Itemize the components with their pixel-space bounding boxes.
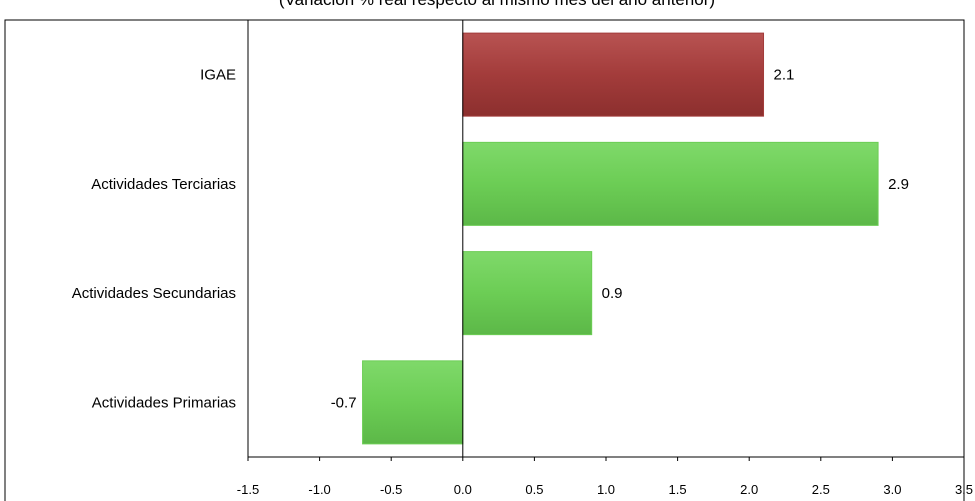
data-label: 2.9	[888, 176, 909, 193]
x-tick-label: 1.5	[669, 482, 687, 497]
x-tick-label: -1.0	[308, 482, 330, 497]
x-tick-label: 2.5	[812, 482, 830, 497]
bar-4	[362, 360, 464, 445]
x-tick-label: -1.5	[237, 482, 259, 497]
x-tick-label: 0.5	[525, 482, 543, 497]
bar-1	[462, 32, 765, 117]
category-labels: IGAE Actividades Terciarias Actividades Se…	[72, 67, 236, 412]
bar-3	[462, 251, 593, 336]
x-tick-label: 1.0	[597, 482, 615, 497]
category-label: Actividades Primarias	[92, 394, 236, 411]
x-tick-label: 3.5	[955, 482, 973, 497]
x-tick-label: 0.0	[454, 482, 472, 497]
x-tick-label: -0.5	[380, 482, 402, 497]
data-labels: 2.1 2.9 0.9 -0.7	[331, 67, 909, 412]
bars-group	[362, 32, 879, 445]
bar-2	[462, 141, 879, 226]
data-label: -0.7	[331, 394, 357, 411]
chart-subtitle: (Variación % real respecto al mismo mes …	[279, 0, 715, 9]
x-tick-label: 3.0	[883, 482, 901, 497]
x-axis: -1.5 -1.0 -0.5 0.0 0.5 1.0 1.5 2.0 2.5 3.0 3.5	[237, 20, 973, 497]
category-label: IGAE	[200, 67, 236, 84]
data-label: 0.9	[602, 285, 623, 302]
category-label: Actividades Terciarias	[91, 176, 236, 193]
category-label: Actividades Secundarias	[72, 285, 236, 302]
data-label: 2.1	[774, 67, 795, 84]
x-tick-label: 2.0	[740, 482, 758, 497]
